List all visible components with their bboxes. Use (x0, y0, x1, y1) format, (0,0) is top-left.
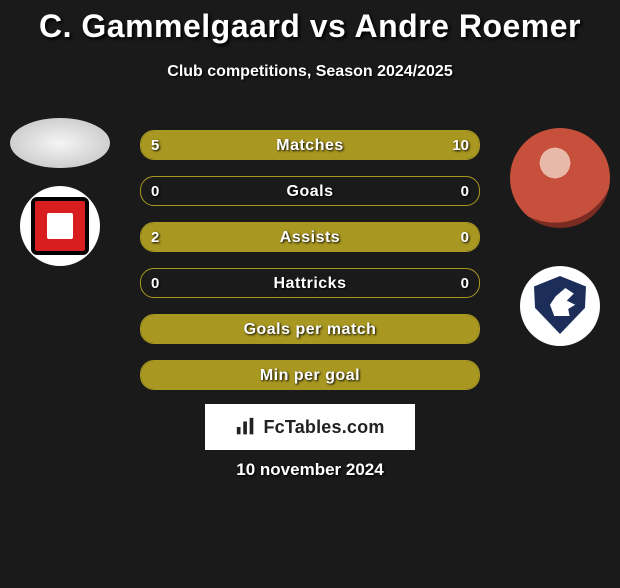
stat-label: Goals per match (141, 315, 479, 344)
stat-label: Matches (141, 131, 479, 160)
stat-row: 00Hattricks (140, 268, 480, 298)
stat-label: Min per goal (141, 361, 479, 390)
fctables-watermark: FcTables.com (205, 404, 415, 450)
club-badge-vb (31, 197, 89, 255)
stat-row: 00Goals (140, 176, 480, 206)
stat-row: 20Assists (140, 222, 480, 252)
fctables-label: FcTables.com (263, 417, 384, 438)
stat-row: Min per goal (140, 360, 480, 390)
player-right-club-badge (520, 266, 600, 346)
page-subtitle: Club competitions, Season 2024/2025 (0, 63, 620, 81)
player-right-avatar (510, 128, 610, 228)
club-badge-randers (528, 274, 592, 338)
page-title: C. Gammelgaard vs Andre Roemer (0, 8, 620, 45)
stat-row: 510Matches (140, 130, 480, 160)
stat-label: Assists (141, 223, 479, 252)
stat-label: Goals (141, 177, 479, 206)
stat-row: Goals per match (140, 314, 480, 344)
bars-icon (235, 416, 257, 438)
date-label: 10 november 2024 (0, 460, 620, 480)
stats-container: 510Matches 00Goals 20Assists 00Hattricks Goa… (140, 130, 480, 406)
player-left-club-badge (20, 186, 100, 266)
player-left-avatar (10, 118, 110, 168)
stat-label: Hattricks (141, 269, 479, 298)
